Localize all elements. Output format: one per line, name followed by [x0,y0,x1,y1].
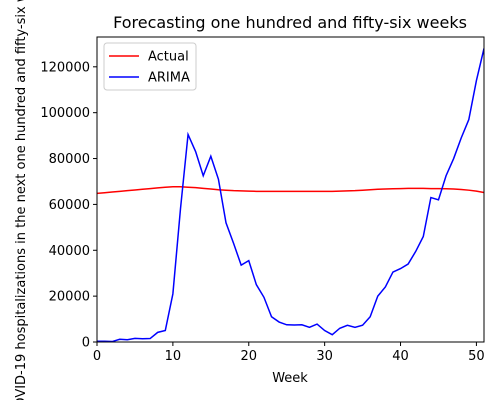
y-tick-label: 100000 [40,106,90,121]
x-tick-label: 40 [392,349,409,364]
plot-frame [96,36,485,343]
y-tick-label: 60000 [49,198,90,213]
legend-box [103,42,197,91]
y-tick-label: 20000 [49,290,90,305]
chart-title: Forecasting one hundred and fifty-six we… [113,13,467,32]
series-line-actual [97,186,484,195]
x-axis-label: Week [272,371,308,386]
legend: Actual ARIMA [103,42,197,91]
y-axis: 0 20000 40000 60000 80000 100000 120000 [40,60,97,351]
series-line-arima [97,48,484,342]
x-tick-label: 50 [468,349,485,364]
legend-label-actual: Actual [148,50,189,65]
legend-label-arima: ARIMA [148,71,190,86]
y-tick-label: 0 [82,336,90,351]
x-tick-label: 20 [240,349,257,364]
y-tick-label: 120000 [40,60,90,75]
x-tick-label: 0 [93,349,101,364]
x-tick-label: 30 [316,349,333,364]
plot-area [96,36,485,343]
x-tick-label: 10 [165,349,182,364]
y-tick-label: 40000 [49,244,90,259]
y-tick-label: 80000 [49,152,90,167]
y-axis-label: COVID-19 hospitalizations in the next on… [14,0,29,400]
x-axis: 0 10 20 30 40 50 [93,342,485,364]
